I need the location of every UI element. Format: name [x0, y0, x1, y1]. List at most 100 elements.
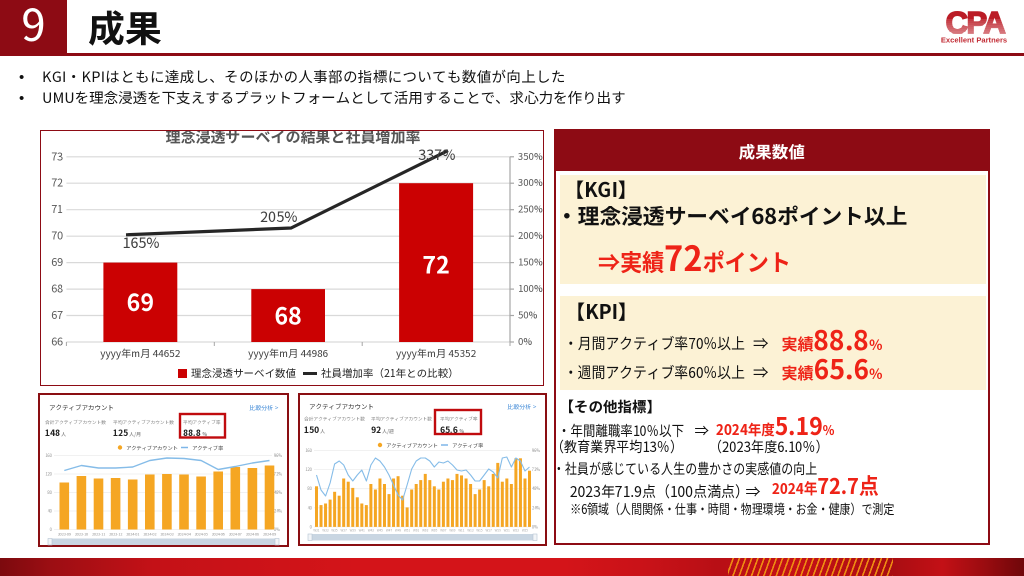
svg-text:125 人/月: 125 人/月	[113, 427, 141, 439]
svg-text:48%: 48%	[274, 490, 282, 496]
svg-text:2023-10: 2023-10	[74, 532, 87, 537]
svg-text:71: 71	[51, 202, 63, 217]
svg-text:比較分析 >: 比較分析 >	[507, 402, 536, 411]
svg-text:アクティブ率: アクティブ率	[452, 443, 484, 450]
svg-text:40: 40	[47, 508, 51, 514]
svg-text:160: 160	[45, 453, 52, 459]
svg-text:2024-08: 2024-08	[245, 532, 258, 537]
svg-text:68: 68	[51, 281, 63, 296]
svg-text:96%: 96%	[531, 448, 540, 454]
svg-text:W17: W17	[485, 528, 492, 533]
svg-text:アクティブアカウント: アクティブアカウント	[386, 443, 438, 450]
svg-text:社員増加率（21年との比較）: 社員増加率（21年との比較）	[321, 366, 459, 381]
svg-text:2023-11: 2023-11	[91, 532, 105, 537]
svg-text:平均アクティブアカウント数: 平均アクティブアカウント数	[113, 419, 174, 426]
svg-text:平均アクティブ率: 平均アクティブ率	[183, 419, 221, 426]
svg-text:72%: 72%	[274, 471, 282, 477]
svg-text:2024-04: 2024-04	[177, 532, 191, 537]
svg-text:W37: W37	[340, 528, 347, 533]
svg-text:72: 72	[423, 246, 450, 280]
svg-text:yyyy年m月 44652: yyyy年m月 44652	[100, 345, 181, 360]
svg-text:アクティブアカウント: アクティブアカウント	[49, 402, 114, 412]
svg-text:W25: W25	[521, 528, 528, 533]
svg-text:2023-12: 2023-12	[108, 532, 121, 537]
svg-text:W19: W19	[494, 528, 501, 533]
svg-text:平均アクティブアカウント数: 平均アクティブアカウント数	[371, 416, 432, 423]
svg-text:アクティブアカウント: アクティブアカウント	[309, 401, 374, 411]
svg-text:W05: W05	[431, 528, 438, 533]
svg-text:W15: W15	[476, 528, 483, 533]
svg-text:205%: 205%	[260, 206, 298, 227]
svg-text:アクティブ率: アクティブ率	[192, 445, 224, 452]
svg-text:300%: 300%	[518, 175, 543, 189]
svg-text:120: 120	[305, 467, 312, 473]
svg-text:W51: W51	[403, 528, 410, 533]
svg-text:67: 67	[51, 308, 63, 323]
svg-text:W23: W23	[512, 528, 519, 533]
svg-text:yyyy年m月 45352: yyyy年m月 45352	[396, 345, 477, 360]
svg-text:165%: 165%	[122, 232, 160, 253]
svg-text:合計アクティブアカウント数: 合計アクティブアカウント数	[45, 419, 106, 426]
svg-text:アクティブアカウント: アクティブアカウント	[126, 445, 178, 452]
svg-text:比較分析 >: 比較分析 >	[249, 403, 278, 412]
svg-text:2023-09: 2023-09	[57, 532, 70, 537]
svg-text:W09: W09	[449, 528, 456, 533]
svg-text:0%: 0%	[518, 334, 532, 348]
svg-text:yyyy年m月 44986: yyyy年m月 44986	[248, 345, 329, 360]
svg-text:72%: 72%	[532, 467, 540, 473]
svg-text:0: 0	[309, 524, 311, 530]
svg-text:Excellent Partners: Excellent Partners	[941, 36, 1007, 45]
svg-text:W21: W21	[503, 528, 510, 533]
svg-text:40: 40	[307, 505, 311, 511]
svg-text:2024-06: 2024-06	[211, 532, 224, 537]
svg-text:W03: W03	[422, 528, 429, 533]
svg-text:理念浸透サーベイ数値: 理念浸透サーベイ数値	[191, 366, 296, 381]
svg-text:W11: W11	[458, 528, 465, 533]
svg-text:W39: W39	[349, 528, 356, 533]
svg-text:69: 69	[127, 284, 154, 318]
svg-text:50%: 50%	[518, 307, 537, 321]
svg-text:250%: 250%	[518, 201, 543, 215]
svg-text:W45: W45	[376, 528, 383, 533]
svg-text:100%: 100%	[518, 281, 543, 295]
svg-text:W49: W49	[394, 528, 401, 533]
svg-text:W31: W31	[313, 528, 320, 533]
svg-text:24%: 24%	[274, 508, 282, 514]
svg-text:68: 68	[275, 297, 302, 331]
svg-text:2024-05: 2024-05	[194, 532, 207, 537]
svg-text:W41: W41	[358, 528, 365, 533]
svg-text:2024-03: 2024-03	[160, 532, 173, 537]
svg-text:48%: 48%	[532, 486, 540, 492]
svg-text:160: 160	[305, 448, 312, 454]
svg-text:W47: W47	[385, 528, 392, 533]
svg-text:0%: 0%	[274, 527, 280, 533]
svg-text:150%: 150%	[518, 254, 543, 268]
svg-text:148 人: 148 人	[45, 427, 66, 439]
svg-text:120: 120	[45, 471, 52, 477]
svg-text:W35: W35	[331, 528, 338, 533]
svg-text:24%: 24%	[532, 505, 540, 511]
svg-text:W01: W01	[413, 528, 420, 533]
svg-text:0%: 0%	[532, 524, 538, 530]
svg-text:337%: 337%	[418, 144, 456, 165]
svg-text:80: 80	[307, 486, 311, 492]
svg-text:73: 73	[51, 149, 63, 164]
svg-text:92 人/週: 92 人/週	[371, 424, 394, 436]
svg-text:W43: W43	[367, 528, 374, 533]
svg-text:W13: W13	[467, 528, 474, 533]
svg-text:69: 69	[51, 255, 63, 270]
svg-text:66: 66	[51, 334, 63, 349]
svg-text:2024-01: 2024-01	[126, 532, 140, 537]
svg-text:150 人: 150 人	[304, 424, 325, 436]
svg-text:200%: 200%	[518, 228, 543, 242]
svg-text:W07: W07	[440, 528, 447, 533]
svg-text:2024-02: 2024-02	[143, 532, 156, 537]
svg-text:72: 72	[51, 175, 63, 190]
svg-text:2024-09: 2024-09	[262, 532, 275, 537]
svg-text:2024-07: 2024-07	[228, 532, 241, 537]
svg-text:96%: 96%	[273, 453, 282, 459]
svg-text:平均アクティブ率: 平均アクティブ率	[440, 416, 478, 423]
svg-text:W33: W33	[322, 528, 329, 533]
svg-text:理念浸透サーベイの結果と社員増加率: 理念浸透サーベイの結果と社員増加率	[165, 131, 420, 148]
svg-text:0: 0	[49, 527, 51, 533]
